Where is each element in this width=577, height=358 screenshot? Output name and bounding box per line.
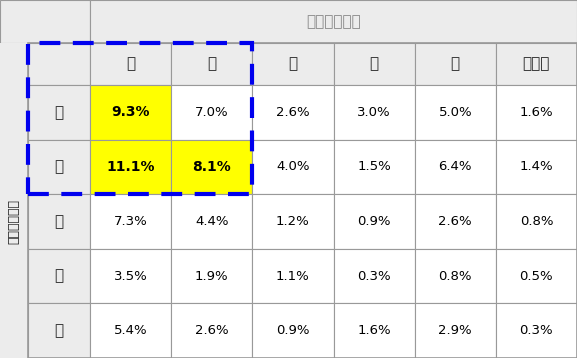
Text: 5.0%: 5.0%	[439, 106, 472, 119]
Bar	[28, 140, 90, 194]
Text: オ: オ	[54, 323, 63, 338]
Bar	[252, 43, 334, 85]
Text: 2.6%: 2.6%	[195, 324, 228, 337]
Text: ア: ア	[54, 105, 63, 120]
Text: 2.9%: 2.9%	[439, 324, 472, 337]
Bar	[0, 0, 90, 43]
Bar	[334, 85, 415, 140]
Bar	[90, 43, 171, 85]
Bar	[496, 249, 577, 303]
Bar	[90, 303, 171, 358]
Bar	[252, 303, 334, 358]
Text: 止め字の母音: 止め字の母音	[306, 14, 361, 29]
Text: 7.0%: 7.0%	[195, 106, 228, 119]
Bar	[496, 43, 577, 85]
Text: その他: その他	[523, 57, 550, 72]
Text: 2.6%: 2.6%	[439, 215, 472, 228]
Bar	[171, 140, 252, 194]
Text: 0.3%: 0.3%	[520, 324, 553, 337]
Bar	[90, 0, 577, 43]
Bar	[171, 43, 252, 85]
Text: 0.3%: 0.3%	[357, 270, 391, 282]
Text: 11.1%: 11.1%	[106, 160, 155, 174]
Bar	[496, 85, 577, 140]
Text: 3.5%: 3.5%	[114, 270, 148, 282]
Text: 3.0%: 3.0%	[357, 106, 391, 119]
Text: 4.4%: 4.4%	[195, 215, 228, 228]
Text: 1.1%: 1.1%	[276, 270, 310, 282]
Text: 0.8%: 0.8%	[520, 215, 553, 228]
Bar	[0, 43, 28, 358]
Text: オ: オ	[451, 57, 460, 72]
Text: 1.9%: 1.9%	[195, 270, 228, 282]
Bar	[252, 85, 334, 140]
Bar	[334, 43, 415, 85]
Bar	[496, 140, 577, 194]
Bar	[90, 140, 171, 194]
Text: 0.9%: 0.9%	[357, 215, 391, 228]
Bar	[171, 303, 252, 358]
Bar	[28, 303, 90, 358]
Text: 1.6%: 1.6%	[357, 324, 391, 337]
Bar	[28, 43, 252, 194]
Bar	[252, 194, 334, 249]
Text: ウ: ウ	[288, 57, 298, 72]
Text: 0.9%: 0.9%	[276, 324, 310, 337]
Text: ア: ア	[126, 57, 135, 72]
Text: 1.6%: 1.6%	[520, 106, 553, 119]
Bar	[334, 194, 415, 249]
Bar	[90, 249, 171, 303]
Bar	[171, 249, 252, 303]
Text: 4.0%: 4.0%	[276, 160, 310, 173]
Bar	[415, 303, 496, 358]
Text: エ: エ	[369, 57, 379, 72]
Bar	[28, 85, 90, 140]
Bar	[415, 43, 496, 85]
Text: 1.2%: 1.2%	[276, 215, 310, 228]
Bar	[28, 194, 90, 249]
Bar	[171, 194, 252, 249]
Bar	[252, 249, 334, 303]
Text: 0.8%: 0.8%	[439, 270, 472, 282]
Text: 9.3%: 9.3%	[111, 105, 150, 119]
Bar	[334, 303, 415, 358]
Text: 1.5%: 1.5%	[357, 160, 391, 173]
Bar	[334, 249, 415, 303]
Text: 1.4%: 1.4%	[520, 160, 553, 173]
Bar	[415, 140, 496, 194]
Text: 2.6%: 2.6%	[276, 106, 310, 119]
Text: 0.5%: 0.5%	[520, 270, 553, 282]
Bar	[496, 194, 577, 249]
Text: ウ: ウ	[54, 214, 63, 229]
Bar	[415, 194, 496, 249]
Bar	[28, 249, 90, 303]
Bar	[334, 140, 415, 194]
Bar	[90, 85, 171, 140]
Bar	[171, 85, 252, 140]
Bar	[415, 249, 496, 303]
Bar	[496, 303, 577, 358]
Bar	[252, 140, 334, 194]
Bar	[28, 43, 90, 85]
Bar	[90, 194, 171, 249]
Text: 6.4%: 6.4%	[439, 160, 472, 173]
Text: 頭文字の母音: 頭文字の母音	[8, 199, 21, 244]
Text: イ: イ	[207, 57, 216, 72]
Text: 7.3%: 7.3%	[114, 215, 148, 228]
Text: 8.1%: 8.1%	[192, 160, 231, 174]
Text: エ: エ	[54, 268, 63, 284]
Bar	[415, 85, 496, 140]
Bar	[28, 43, 577, 358]
Text: イ: イ	[54, 159, 63, 174]
Text: 5.4%: 5.4%	[114, 324, 147, 337]
